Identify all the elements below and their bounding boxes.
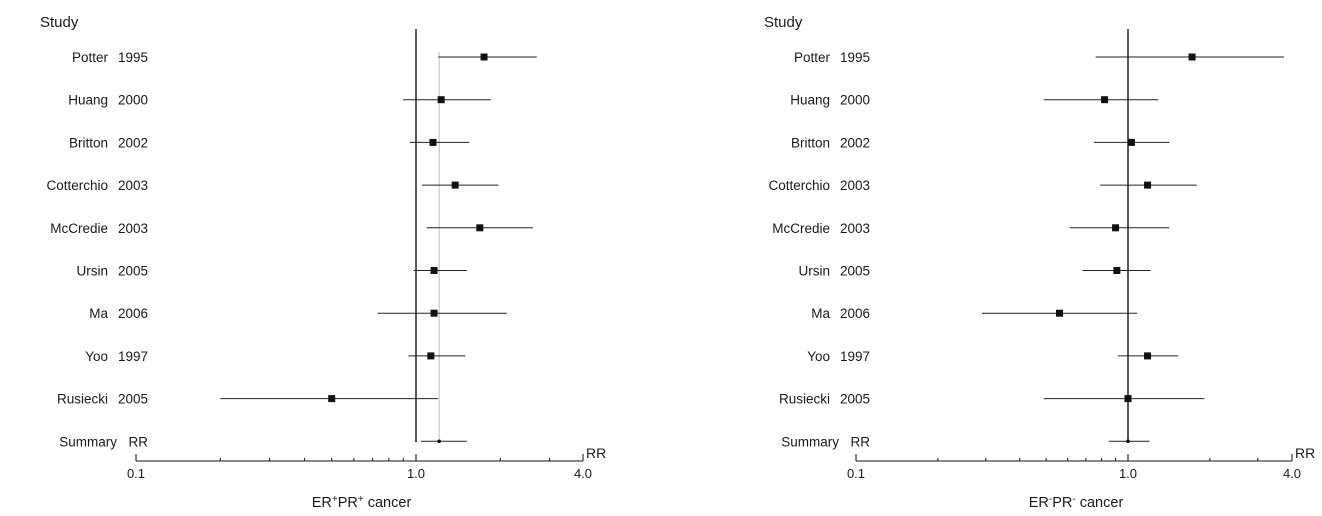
study-year-label: 2003 <box>840 178 870 193</box>
x-axis-label-text: ER <box>1029 495 1049 511</box>
x-tick-label: 0.1 <box>127 466 145 481</box>
point-estimate-marker <box>1144 352 1152 360</box>
x-axis-label-text: PR <box>1052 495 1072 511</box>
study-year-label: 1997 <box>118 349 148 364</box>
column-header: Study <box>764 14 803 31</box>
study-name-label: Summary <box>781 434 839 449</box>
study-name-label: Ma <box>89 306 108 321</box>
study-name-label: Summary <box>59 434 117 449</box>
point-estimate-marker <box>480 53 488 61</box>
x-axis-label: ER-PR- cancer <box>1029 494 1124 512</box>
column-header: Study <box>40 14 79 31</box>
point-estimate-marker <box>429 138 437 146</box>
axis-unit-label: RR <box>1295 445 1315 461</box>
study-name-label: Yoo <box>807 349 830 364</box>
study-year-label: 2005 <box>840 264 870 279</box>
study-year-label: 2000 <box>840 93 870 108</box>
study-year-label: 2005 <box>118 392 148 407</box>
point-estimate-marker <box>430 309 438 317</box>
x-axis-label: ER+PR+ cancer <box>312 494 412 512</box>
point-estimate-marker <box>427 352 435 360</box>
study-name-label: Potter <box>794 50 831 65</box>
study-name-label: Rusiecki <box>57 392 108 407</box>
study-year-label: 2006 <box>118 306 148 321</box>
study-name-label: McCredie <box>50 221 108 236</box>
study-year-label: 2000 <box>118 93 148 108</box>
study-name-label: Britton <box>69 135 108 150</box>
x-axis-label-text: PR <box>338 495 358 511</box>
study-name-label: Potter <box>72 50 109 65</box>
study-name-label: McCredie <box>772 221 830 236</box>
point-estimate-marker <box>1188 53 1196 61</box>
study-name-label: Ursin <box>798 264 830 279</box>
point-estimate-marker <box>430 267 438 274</box>
x-axis-label-superscript: - <box>1049 494 1052 505</box>
point-estimate-marker <box>1144 181 1152 189</box>
summary-point-estimate <box>437 439 441 444</box>
point-estimate-marker <box>1127 138 1135 146</box>
point-estimate-marker <box>1101 96 1109 104</box>
point-estimate-marker <box>1112 224 1120 232</box>
study-year-label: 2002 <box>840 135 870 150</box>
point-estimate-marker <box>1056 309 1064 317</box>
x-tick-label: 4.0 <box>574 466 592 481</box>
point-estimate-marker <box>1124 395 1132 403</box>
study-name-label: Rusiecki <box>779 392 830 407</box>
x-axis-label-text: ER <box>312 495 332 511</box>
study-name-label: Yoo <box>85 349 108 364</box>
study-name-label: Huang <box>68 93 108 108</box>
x-tick-label: 4.0 <box>1283 466 1301 481</box>
study-name-label: Ma <box>811 306 830 321</box>
forest-plot-er-neg-pr-neg: Study 1995 Potter 2000 Huang 2002 Britton 2003 C… <box>764 14 1315 511</box>
x-axis-label-superscript: + <box>332 494 338 505</box>
study-year-label: 2005 <box>840 392 870 407</box>
study-year-label: 1995 <box>840 50 870 65</box>
study-name-label: Cotterchio <box>768 178 830 193</box>
point-estimate-marker <box>451 181 459 189</box>
x-axis-label-superscript: + <box>358 494 364 505</box>
summary-point-estimate <box>1126 439 1130 444</box>
study-year-label: 1995 <box>118 50 148 65</box>
x-tick-label: 1.0 <box>407 466 425 481</box>
study-year-label: 2006 <box>840 306 870 321</box>
x-tick-label: 1.0 <box>1119 466 1137 481</box>
study-name-label: Britton <box>791 135 830 150</box>
study-year-label: 2003 <box>840 221 870 236</box>
study-name-label: Ursin <box>76 264 108 279</box>
point-estimate-marker <box>476 224 484 232</box>
point-estimate-marker <box>328 395 336 403</box>
study-year-label: 2005 <box>118 264 148 279</box>
study-year-label: 2003 <box>118 221 148 236</box>
study-name-label: Huang <box>790 93 830 108</box>
study-year-label: 1997 <box>840 349 870 364</box>
x-axis-label-text: cancer <box>1076 495 1124 511</box>
x-tick-label: 0.1 <box>847 466 865 481</box>
axis-unit-label: RR <box>586 445 606 461</box>
study-year-label: RR <box>129 434 149 449</box>
point-estimate-marker <box>437 96 445 104</box>
x-axis-label-superscript: - <box>1072 494 1075 505</box>
study-year-label: RR <box>851 434 871 449</box>
x-axis-label-text: cancer <box>364 495 412 511</box>
point-estimate-marker <box>1113 267 1121 274</box>
forest-plot-er-pos-pr-pos: Study 1995 Potter 2000 Huang 2002 Britton 2003 C… <box>40 14 606 511</box>
study-name-label: Cotterchio <box>46 178 108 193</box>
study-year-label: 2003 <box>118 178 148 193</box>
study-year-label: 2002 <box>118 135 148 150</box>
